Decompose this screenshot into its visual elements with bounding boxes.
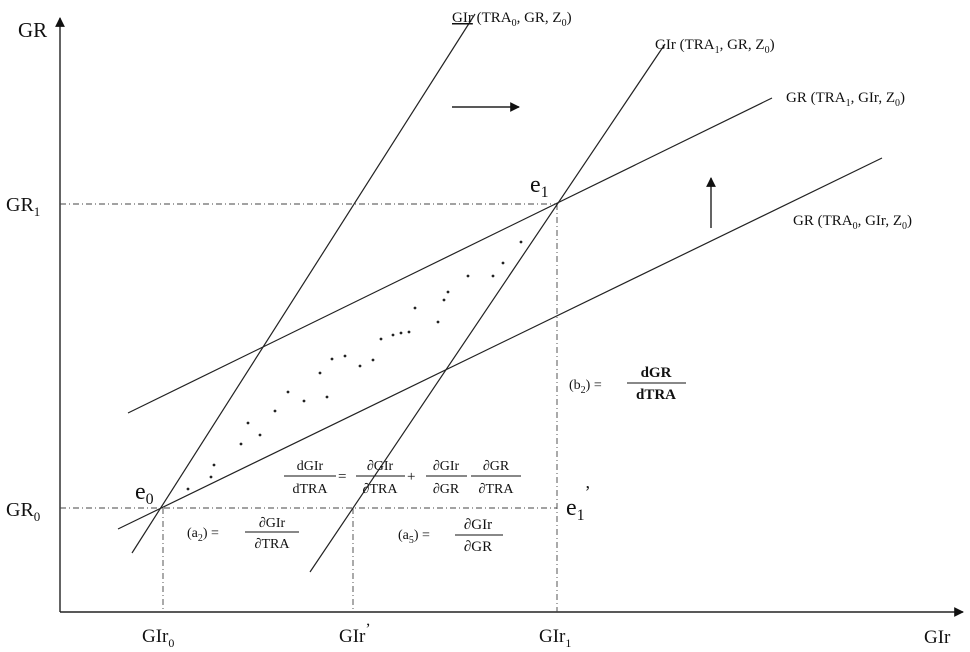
- gir-tra1-line: [309, 43, 666, 573]
- y-tick-gr1: GR1: [6, 194, 40, 219]
- x-tick-gir1: GIr1: [539, 626, 571, 650]
- a2-numerator: ∂GIr: [259, 516, 286, 531]
- formula-b2: (b2) = dGR dTRA: [569, 365, 686, 403]
- total-t3-den: ∂TRA: [479, 482, 515, 497]
- x-tick-gir0: GIr0: [142, 626, 174, 650]
- a5-numerator: ∂GIr: [464, 517, 492, 533]
- total-lhs-den: dTRA: [293, 482, 329, 497]
- label-gir-tra0: GIr (TRA0, GR, Z0): [452, 10, 572, 29]
- point-e1-prime: e1’: [566, 482, 591, 524]
- label-gr-tra1: GR (TRA1, GIr, Z0): [786, 90, 905, 109]
- b2-denominator: dTRA: [636, 387, 676, 403]
- formula-total-derivative: dGIr dTRA = ∂GIr ∂TRA + ∂GIr ∂GR ∂GR ∂TR…: [284, 459, 521, 497]
- total-t2-den: ∂GR: [433, 482, 460, 497]
- b2-numerator: dGR: [641, 365, 672, 381]
- a2-denominator: ∂TRA: [255, 537, 291, 552]
- adjustment-path-dots: [186, 240, 523, 491]
- gir-tra0-line: [131, 13, 476, 554]
- y-tick-gr0: GR0: [6, 499, 40, 524]
- point-e0: e0: [135, 479, 154, 508]
- a5-denominator: ∂GR: [464, 539, 492, 555]
- formula-a5: (a5) = ∂GIr ∂GR: [398, 517, 503, 555]
- total-t1-num: ∂GIr: [367, 459, 394, 474]
- total-t1-den: ∂TRA: [363, 482, 399, 497]
- label-gr-tra0: GR (TRA0, GIr, Z0): [793, 213, 912, 232]
- svg-text:(b2) =: (b2) =: [569, 378, 602, 396]
- total-eq: =: [338, 469, 346, 485]
- x-tick-girp: GIr’: [339, 621, 371, 647]
- total-t2-num: ∂GIr: [433, 459, 460, 474]
- total-t3-num: ∂GR: [483, 459, 510, 474]
- label-gir-tra1: GIr (TRA1, GR, Z0): [655, 37, 775, 56]
- point-e1: e1: [530, 172, 549, 201]
- total-plus: +: [407, 469, 415, 485]
- total-lhs-num: dGIr: [297, 459, 324, 474]
- svg-text:(a2) =: (a2) =: [187, 526, 219, 544]
- gr-tra0-line: [117, 157, 883, 530]
- svg-text:(a5) =: (a5) =: [398, 528, 430, 546]
- gr-tra1-line: [127, 97, 773, 414]
- formula-a2: (a2) = ∂GIr ∂TRA: [187, 516, 299, 552]
- x-axis-label: GIr: [924, 627, 951, 648]
- y-axis-label: GR: [18, 18, 47, 42]
